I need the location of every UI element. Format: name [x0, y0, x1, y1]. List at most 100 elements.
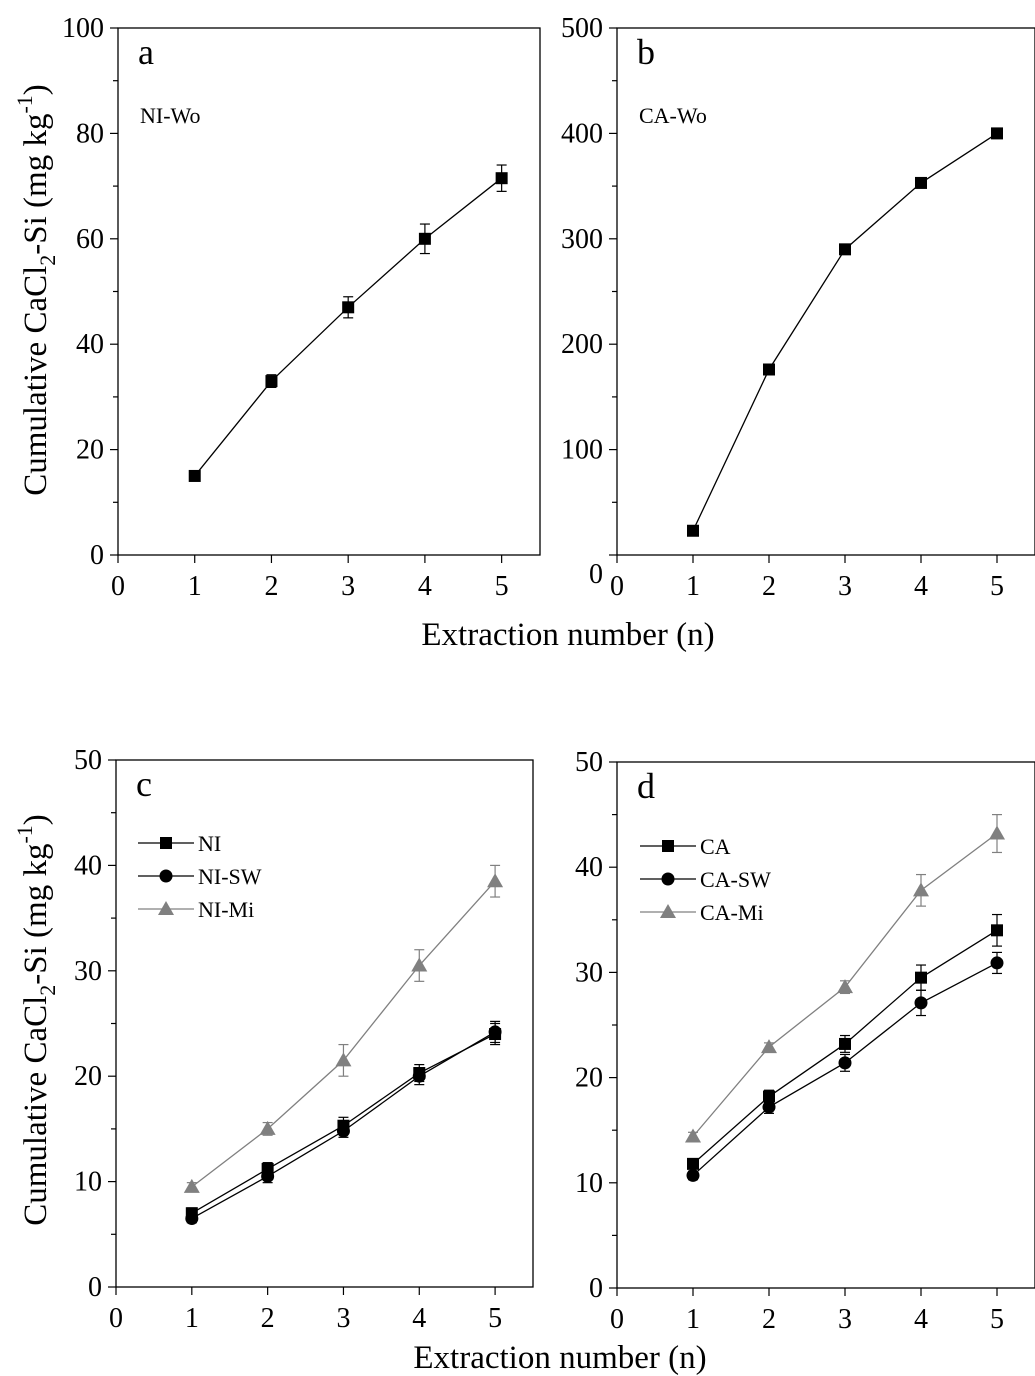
data-point-square: [991, 127, 1003, 140]
data-point-circle: [488, 1025, 502, 1039]
y-tick-label: 10: [74, 1167, 102, 1198]
series-line: [191, 880, 496, 1188]
data-point-triangle: [761, 1039, 777, 1054]
x-tick-label: 1: [185, 1303, 199, 1334]
data-point-circle: [261, 1169, 275, 1183]
data-point-triangle: [183, 1178, 200, 1193]
y-tick-label: 500: [561, 13, 603, 44]
legend-marker-triangle: [158, 901, 174, 915]
x-tick-label: 1: [686, 571, 700, 602]
y-tick-label: 200: [561, 329, 603, 360]
panel-annotation: NI-Wo: [140, 103, 201, 128]
x-tick-label: 0: [610, 1304, 624, 1335]
y-axis-title-bottom: Cumulative CaCl2-Si (mg kg-1): [12, 814, 60, 1226]
y-tick-label: 0: [589, 559, 603, 590]
x-tick-label: 3: [838, 571, 852, 602]
legend-marker-square: [662, 840, 674, 852]
chart-panel-a: 0 1 2 3 4 5 0 20 40 60 80 100 a NI-Wo: [62, 13, 541, 602]
x-tick-label: 4: [412, 1303, 426, 1334]
x-tick-label: 0: [109, 1303, 123, 1334]
y-tick-label: 400: [561, 118, 603, 149]
plot-frame: [616, 761, 1035, 1289]
y-tick-label: 300: [561, 224, 603, 255]
legend-marker-square: [160, 837, 172, 849]
y-tick-label: 0: [589, 1273, 603, 1304]
data-point-square: [188, 469, 201, 482]
data-point-square: [687, 1157, 699, 1170]
data-point-square: [915, 971, 927, 984]
data-point-triangle: [913, 882, 929, 897]
x-tick-label: 5: [990, 1304, 1004, 1335]
plot-frame: [115, 759, 534, 1288]
panel-annotation: CA-Wo: [639, 103, 707, 128]
data-point-square: [915, 176, 927, 189]
x-tick-label: 2: [264, 571, 278, 602]
data-point-square: [763, 363, 775, 376]
x-tick-label: 4: [418, 571, 432, 602]
y-tick-label: 80: [76, 118, 104, 149]
data-point-circle: [686, 1168, 700, 1182]
data-point-circle: [990, 956, 1004, 970]
legend-label: CA-Mi: [700, 900, 764, 925]
panel-letter: a: [138, 32, 154, 72]
data-point-triangle: [335, 1052, 352, 1067]
x-tick-label: 1: [686, 1304, 700, 1335]
y-tick-label: 60: [76, 224, 104, 255]
x-tick-label: 5: [495, 571, 509, 602]
y-tick-label: 30: [74, 956, 102, 987]
x-tick-label: 3: [838, 1304, 852, 1335]
data-point-circle: [336, 1124, 350, 1138]
legend-label: NI-Mi: [198, 897, 254, 922]
x-tick-label: 2: [762, 571, 776, 602]
data-point-circle: [838, 1056, 852, 1070]
y-tick-label: 0: [88, 1272, 102, 1303]
x-tick-label: 3: [341, 571, 355, 602]
data-point-triangle: [989, 825, 1005, 840]
legend-label: CA: [700, 834, 731, 859]
y-tick-label: 0: [90, 540, 104, 571]
data-point-square: [265, 375, 278, 388]
legend-label: NI: [198, 831, 221, 856]
panel-letter: d: [637, 766, 655, 806]
data-point-square: [763, 1090, 775, 1103]
data-point-circle: [185, 1211, 199, 1225]
x-axis-title-top: Extraction number (n): [421, 617, 714, 653]
x-tick-label: 5: [488, 1303, 502, 1334]
x-tick-label: 1: [188, 571, 202, 602]
legend-label: NI-SW: [198, 864, 262, 889]
y-tick-label: 30: [575, 957, 603, 988]
data-point-triangle: [685, 1128, 701, 1143]
y-tick-label: 50: [74, 745, 102, 776]
x-tick-label: 2: [261, 1303, 275, 1334]
y-tick-label: 20: [74, 1061, 102, 1092]
x-axis-title-bottom: Extraction number (n): [413, 1340, 706, 1376]
series-line: [692, 132, 998, 532]
x-tick-label: 3: [336, 1303, 350, 1334]
panel-letter: b: [637, 32, 655, 72]
panel-letter: c: [136, 764, 152, 804]
data-point-square: [495, 172, 508, 185]
x-tick-label: 0: [111, 571, 125, 602]
y-tick-label: 40: [76, 329, 104, 360]
y-tick-label: 100: [62, 13, 104, 44]
data-point-square: [418, 232, 431, 245]
y-tick-label: 40: [575, 852, 603, 883]
legend-marker-circle: [661, 872, 675, 886]
legend-label: CA-SW: [700, 867, 771, 892]
x-tick-label: 4: [914, 571, 928, 602]
y-axis-title-top: Cumulative CaCl2-Si (mg kg-1): [12, 84, 60, 496]
y-tick-label: 50: [575, 747, 603, 778]
x-tick-label: 5: [990, 571, 1004, 602]
x-tick-label: 4: [914, 1304, 928, 1335]
y-tick-label: 20: [76, 435, 104, 466]
data-point-square: [342, 301, 355, 314]
data-point-circle: [762, 1100, 776, 1114]
x-tick-label: 2: [762, 1304, 776, 1335]
data-point-square: [839, 1037, 851, 1050]
data-point-square: [687, 524, 699, 537]
data-point-triangle: [837, 979, 853, 994]
legend-marker-circle: [159, 869, 173, 883]
data-point-triangle: [259, 1120, 276, 1135]
legend-marker-triangle: [660, 904, 676, 918]
